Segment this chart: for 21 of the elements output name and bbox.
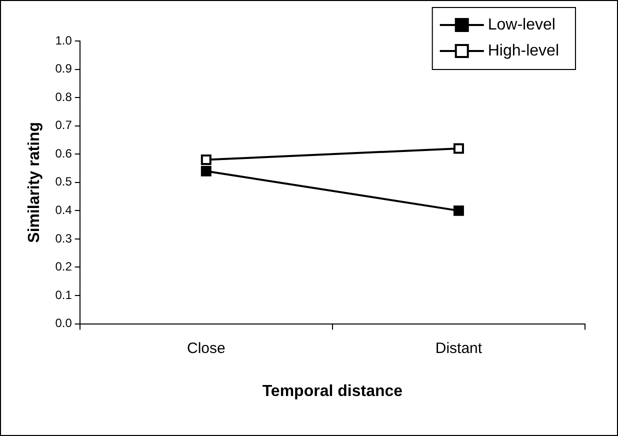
x-axis-title: Temporal distance <box>262 382 403 400</box>
x-tick-label: Close <box>186 340 226 357</box>
y-tick-label: 0.1 <box>55 288 72 302</box>
y-tick-label: 0.4 <box>55 202 72 217</box>
legend-label: High-level <box>488 42 559 60</box>
y-axis-title: Similarity rating <box>26 122 44 243</box>
y-tick-label: 0.5 <box>55 174 72 189</box>
y-tick-label: 0.8 <box>55 90 72 104</box>
y-tick-label: 0.9 <box>55 62 72 76</box>
x-tick-label: Distant <box>435 340 483 357</box>
y-tick-label: 0.6 <box>55 146 72 160</box>
legend-label: Low-level <box>488 16 556 34</box>
point <box>453 205 464 216</box>
point <box>453 143 464 154</box>
y-tick-label: 0.0 <box>55 316 72 330</box>
y-tick-label: 0.2 <box>55 260 72 274</box>
y-tick-label: 0.7 <box>55 118 72 132</box>
point <box>200 166 212 176</box>
y-tick-label: 1.0 <box>55 33 72 48</box>
y-tick-label: 0.3 <box>55 231 72 246</box>
point <box>200 154 212 166</box>
